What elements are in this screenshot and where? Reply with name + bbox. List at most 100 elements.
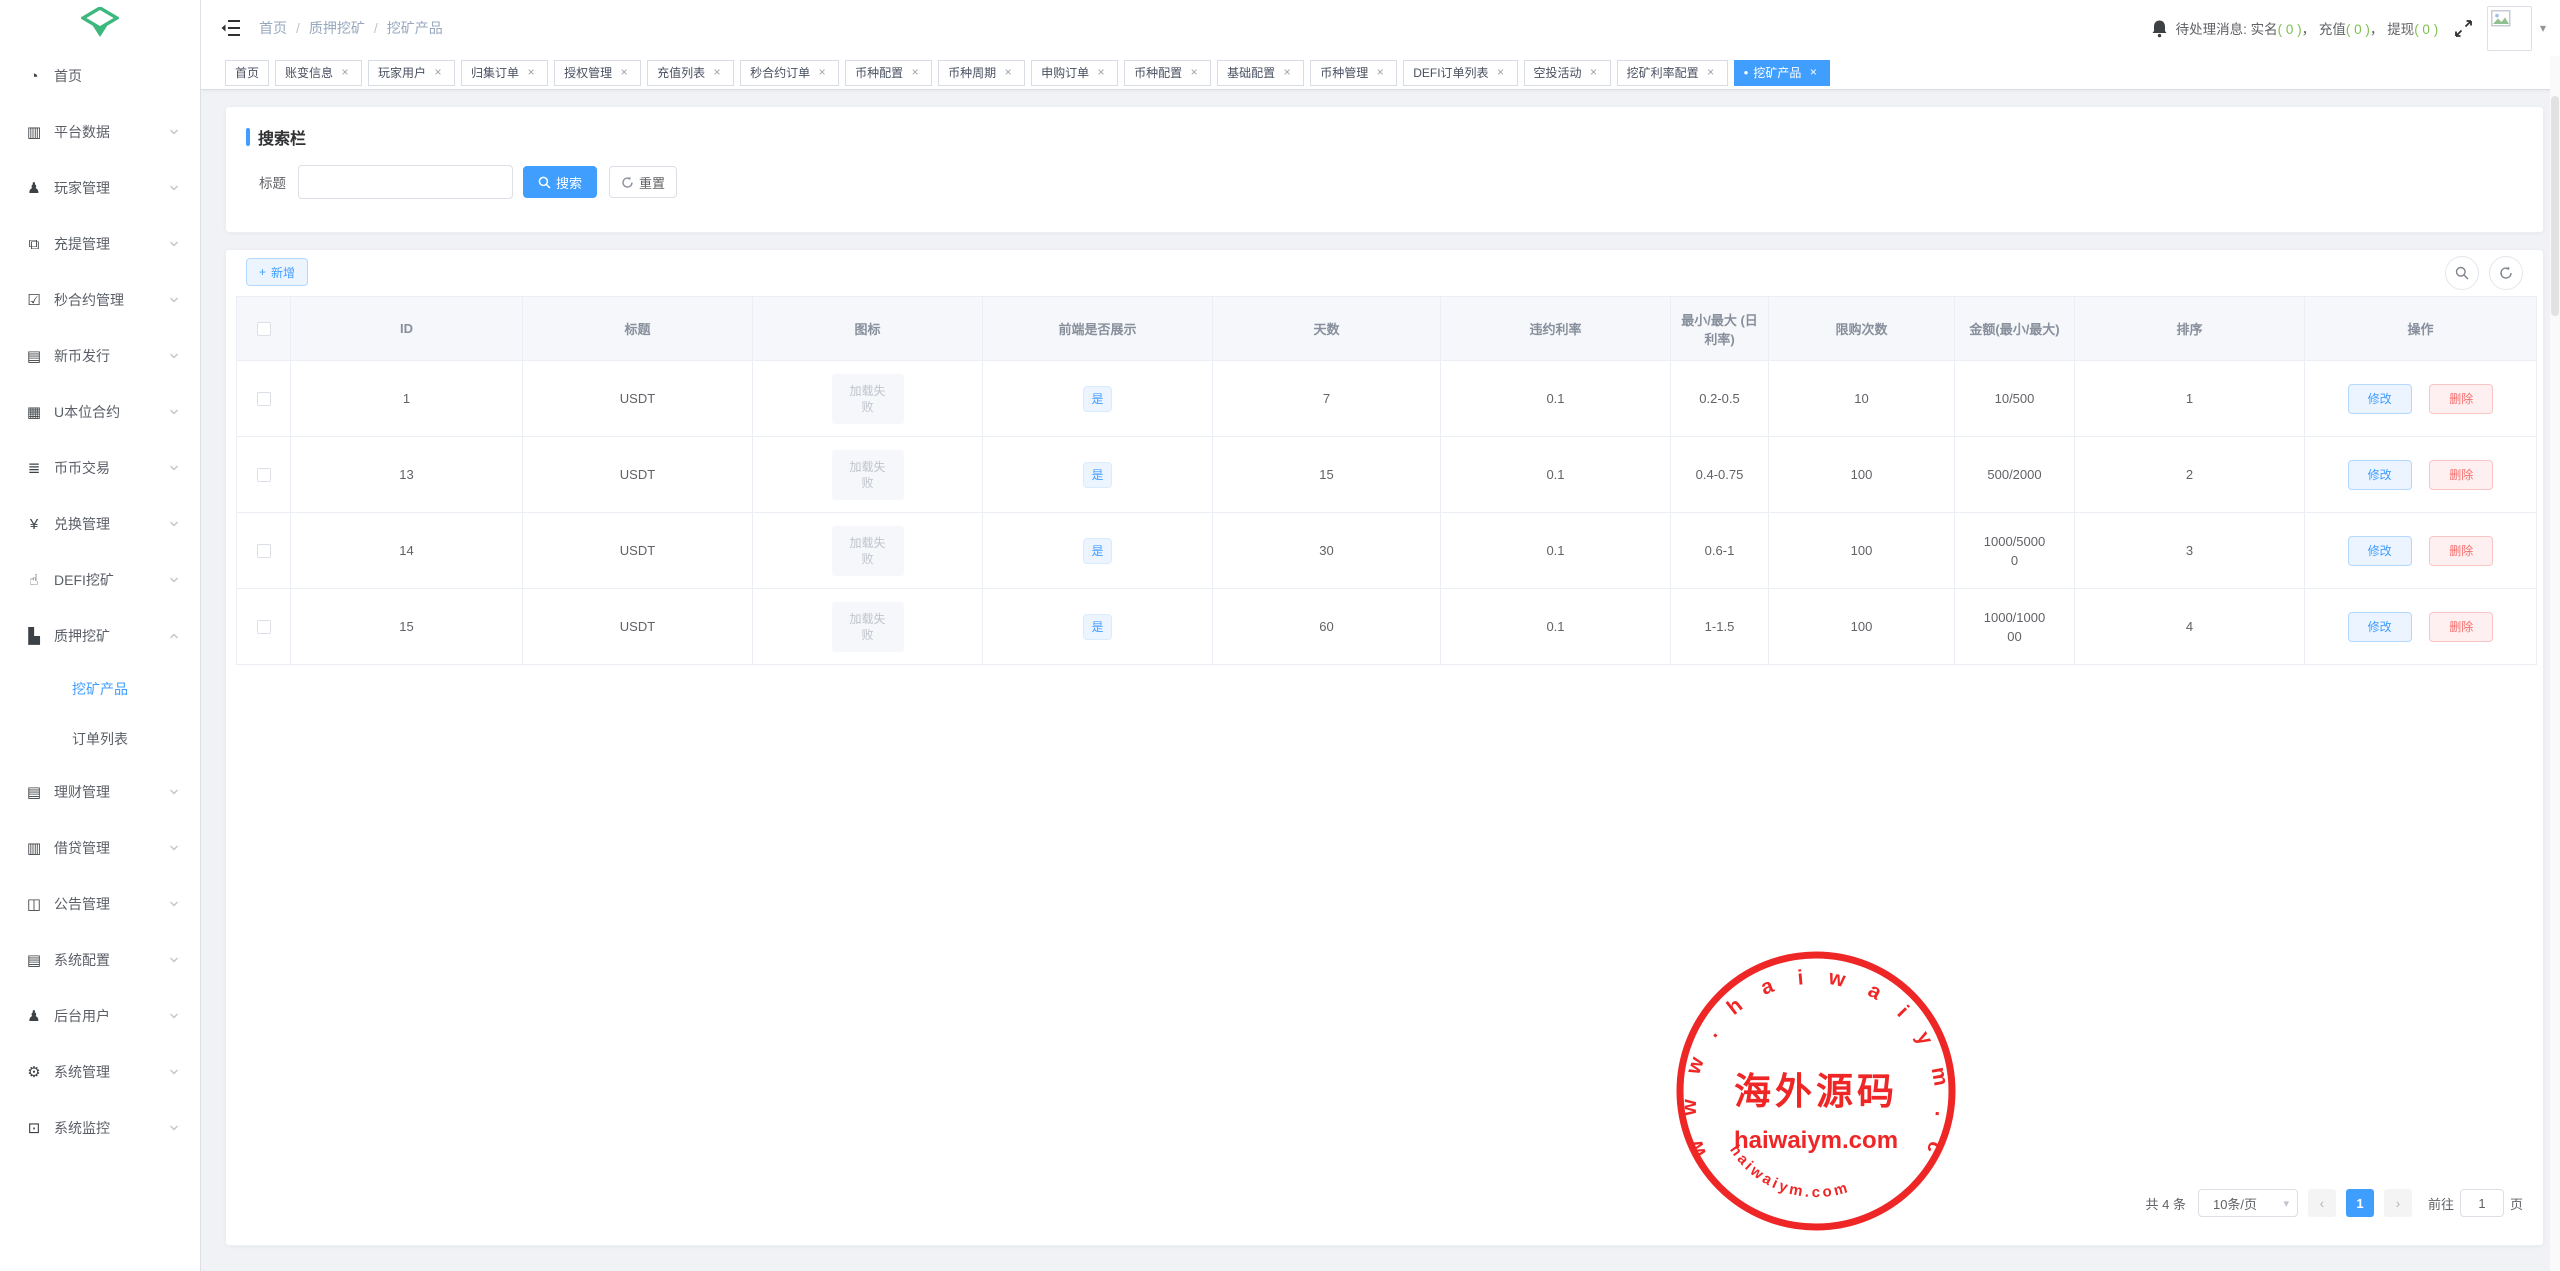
breadcrumb-label: 质押挖矿 [308, 20, 365, 36]
sidebar-menu-item[interactable]: ♟ 玩家管理 [0, 160, 200, 216]
goto-page: 前往 页 [2428, 1189, 2523, 1217]
page-size-select[interactable]: 10条/页 ▾ [2197, 1189, 2298, 1217]
col-default-rate: 违约利率 [1440, 296, 1671, 361]
caret-down-icon[interactable]: ▾ [2539, 21, 2546, 35]
tab-close-icon[interactable]: × [818, 64, 826, 79]
bell-icon[interactable] [2151, 19, 2168, 38]
row-checkbox[interactable] [256, 392, 271, 407]
sidebar-menu-item[interactable]: ▤ 理财管理 [0, 764, 200, 820]
tab-close-icon[interactable]: × [713, 64, 721, 79]
show-status-tag: 是 [1083, 385, 1112, 412]
tab[interactable]: ● 秒合约订单 × [740, 59, 840, 86]
sidebar-menu-item[interactable]: ▤ 系统配置 [0, 932, 200, 988]
edit-button[interactable]: 修改 [2347, 535, 2412, 566]
tab-close-icon[interactable]: × [527, 64, 535, 79]
sidebar-menu-item[interactable]: ⧉ 充提管理 [0, 216, 200, 272]
tab-close-icon[interactable]: × [911, 64, 919, 79]
tab-close-icon[interactable]: × [1809, 64, 1817, 79]
breadcrumb-item[interactable]: 首页 / [259, 18, 309, 38]
prev-page-button[interactable]: ‹ [2307, 1189, 2336, 1217]
add-button[interactable]: + 新增 [246, 258, 308, 286]
search-icon [538, 176, 551, 189]
tab-close-icon[interactable]: × [1283, 64, 1291, 79]
row-checkbox[interactable] [256, 544, 271, 559]
tab[interactable]: ● 归集订单 × [461, 59, 549, 86]
goto-page-input[interactable] [2459, 1189, 2504, 1217]
tab[interactable]: ● DEFI订单列表 × [1403, 59, 1518, 86]
tab-close-icon[interactable]: × [1097, 64, 1105, 79]
tab[interactable]: ● 首页 × [225, 59, 270, 86]
tab-close-icon[interactable]: × [1707, 64, 1715, 79]
table-row: 13 USDT 加载失败 是 15 0.1 0.4-0.75 [236, 436, 2537, 513]
sidebar-menu-item[interactable]: ▥ 借贷管理 [0, 820, 200, 876]
active-tab-dot-icon: ● [1743, 67, 1749, 77]
fullscreen-icon[interactable] [2454, 19, 2473, 38]
sidebar-menu-item[interactable]: ▙ 质押挖矿 [0, 608, 200, 664]
sidebar-menu-item[interactable]: ☑ 秒合约管理 [0, 272, 200, 328]
tab[interactable]: ● 充值列表 × [647, 59, 735, 86]
tab[interactable]: ● 账变信息 × [275, 59, 363, 86]
edit-button[interactable]: 修改 [2347, 383, 2412, 414]
delete-button[interactable]: 删除 [2429, 535, 2494, 566]
sidebar-menu-item[interactable]: ≣ 币币交易 [0, 440, 200, 496]
tab-close-icon[interactable]: × [620, 64, 628, 79]
products-table: ID 标题 图标 前端是否展示 天数 违约利率 最小/最大 (日利率) 限购次数… [236, 296, 2537, 665]
menu-item-label: 币币交易 [54, 460, 110, 476]
sidebar-menu-item[interactable]: ☝ DEFI挖矿 [0, 552, 200, 608]
select-all-checkbox[interactable] [256, 322, 271, 337]
delete-button[interactable]: 删除 [2429, 383, 2494, 414]
row-checkbox[interactable] [256, 620, 271, 635]
top-header: 首页 / 质押挖矿 / 挖矿产品 / 待处理消息: [201, 0, 2560, 56]
breadcrumb-item[interactable]: 挖矿产品 / [387, 18, 443, 38]
toggle-search-button[interactable] [2445, 256, 2479, 290]
tab-close-icon[interactable]: × [341, 64, 349, 79]
delete-button[interactable]: 删除 [2429, 459, 2494, 490]
tab[interactable]: ● 币种管理 × [1310, 59, 1398, 86]
tab[interactable]: ● 挖矿产品 × [1733, 59, 1831, 86]
tab-close-icon[interactable]: × [1590, 64, 1598, 79]
sidebar-menu-item[interactable]: ⊡ 系统监控 [0, 1100, 200, 1156]
avatar[interactable] [2486, 5, 2532, 51]
sidebar-menu-item[interactable]: ◔ 首页 [0, 48, 200, 104]
tab[interactable]: ● 申购订单 × [1031, 59, 1119, 86]
sidebar-menu-item[interactable]: ▥ 平台数据 [0, 104, 200, 160]
tab[interactable]: ● 空投活动 × [1523, 59, 1611, 86]
tab-close-icon[interactable]: × [1004, 64, 1012, 79]
tab-close-icon[interactable]: × [1190, 64, 1198, 79]
sidebar-menu-item[interactable]: 订单列表 [0, 714, 200, 764]
tab[interactable]: ● 币种配置 × [845, 59, 933, 86]
refresh-table-button[interactable] [2489, 256, 2523, 290]
sidebar-menu-item[interactable]: ⚙ 系统管理 [0, 1044, 200, 1100]
tab[interactable]: ● 授权管理 × [554, 59, 642, 86]
edit-button[interactable]: 修改 [2347, 611, 2412, 642]
sidebar-collapse-icon[interactable] [217, 14, 245, 42]
scrollbar-thumb[interactable] [2551, 96, 2559, 316]
tab[interactable]: ● 币种配置 × [1124, 59, 1212, 86]
tab[interactable]: ● 玩家用户 × [368, 59, 456, 86]
tab[interactable]: ● 挖矿利率配置 × [1616, 59, 1728, 86]
spot-trading-icon: ≣ [27, 460, 41, 477]
tab[interactable]: ● 币种周期 × [938, 59, 1026, 86]
title-search-input[interactable] [298, 165, 513, 199]
delete-button[interactable]: 删除 [2429, 611, 2494, 642]
edit-button[interactable]: 修改 [2347, 459, 2412, 490]
search-button[interactable]: 搜索 [523, 166, 597, 198]
row-checkbox[interactable] [256, 468, 271, 483]
tab-close-icon[interactable]: × [1376, 64, 1384, 79]
reset-button[interactable]: 重置 [609, 166, 677, 198]
tab[interactable]: ● 基础配置 × [1217, 59, 1305, 86]
tab-close-icon[interactable]: × [434, 64, 442, 79]
sidebar-menu-item[interactable]: ◫ 公告管理 [0, 876, 200, 932]
cell-title: USDT [522, 360, 753, 437]
col-sort: 排序 [2074, 296, 2305, 361]
sidebar-menu-item[interactable]: ▤ 新币发行 [0, 328, 200, 384]
tab-close-icon[interactable]: × [1497, 64, 1505, 79]
sidebar-menu-item[interactable]: 挖矿产品 [0, 664, 200, 714]
sidebar-menu-item[interactable]: ¥ 兑换管理 [0, 496, 200, 552]
search-panel-header: 搜索栏 [226, 107, 2543, 149]
page-number-current[interactable]: 1 [2345, 1189, 2374, 1217]
sidebar-menu-item[interactable]: ▦ U本位合约 [0, 384, 200, 440]
next-page-button[interactable]: › [2383, 1189, 2412, 1217]
breadcrumb-item[interactable]: 质押挖矿 / [309, 18, 387, 38]
sidebar-menu-item[interactable]: ♟ 后台用户 [0, 988, 200, 1044]
